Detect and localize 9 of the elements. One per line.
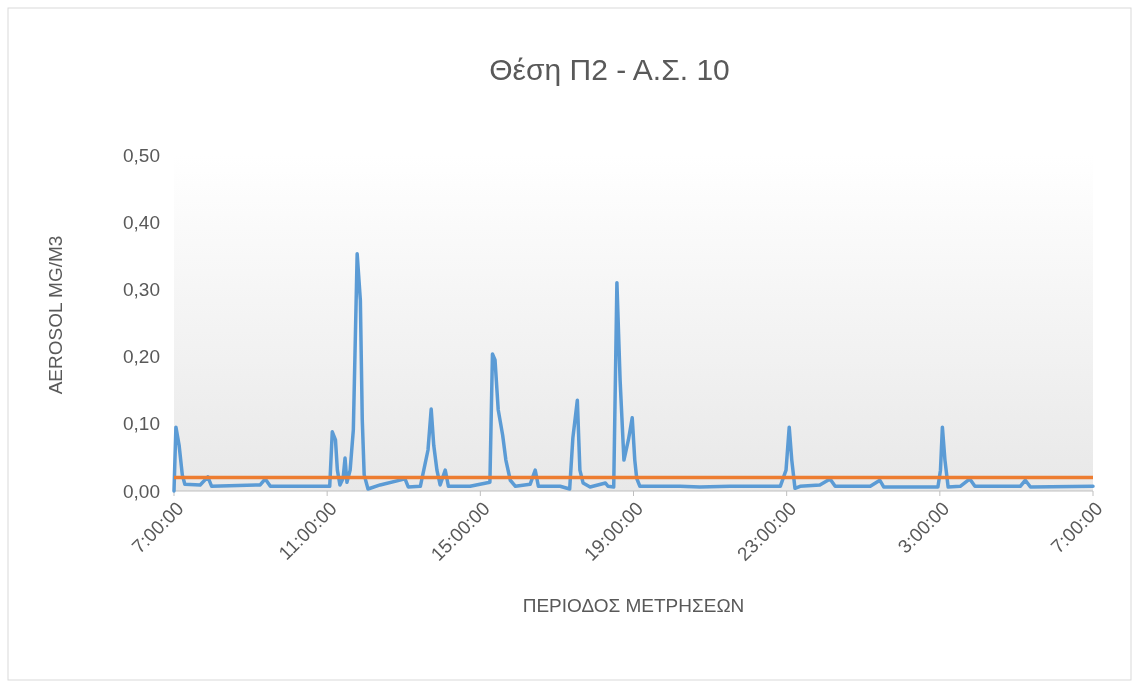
y-tick-label: 0,40 bbox=[123, 211, 160, 233]
y-tick-label: 0,00 bbox=[123, 480, 160, 502]
y-tick-label: 0,20 bbox=[123, 346, 160, 368]
x-axis-title: ΠΕΡΙΟΔΟΣ ΜΕΤΡΗΣΕΩΝ bbox=[522, 595, 745, 616]
y-axis-title: AEROSOL MG/M3 bbox=[45, 235, 66, 395]
y-tick-label: 0,30 bbox=[123, 279, 160, 301]
y-tick-label: 0,50 bbox=[123, 144, 160, 166]
y-tick-label: 0,10 bbox=[123, 413, 160, 435]
chart-title: Θέση Π2 - Α.Σ. 10 bbox=[489, 53, 730, 86]
